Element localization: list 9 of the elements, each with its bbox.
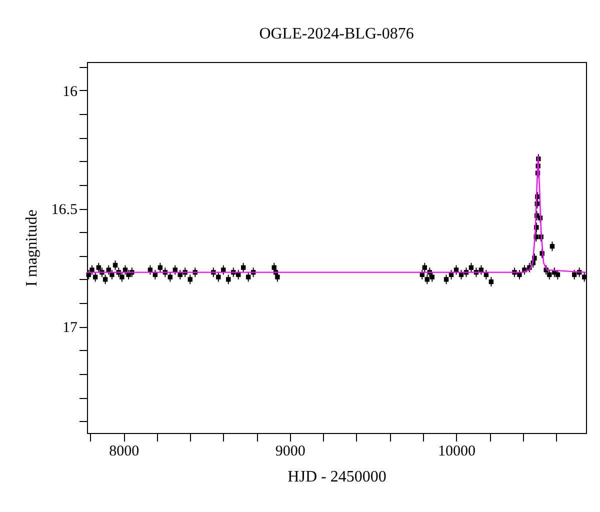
- x-axis-title: HJD - 2450000: [288, 468, 386, 486]
- x-tick-label: 9000: [275, 444, 306, 460]
- y-axis-title: I magnitude: [23, 210, 40, 286]
- y-tick-label: 16: [62, 84, 78, 100]
- y-tick-label: 16.5: [51, 202, 78, 218]
- x-tick-label: 10000: [438, 444, 476, 460]
- x-tick-label: 8000: [109, 444, 140, 460]
- chart-title: OGLE-2024-BLG-0876: [259, 26, 414, 43]
- y-tick-label: 17: [62, 320, 78, 336]
